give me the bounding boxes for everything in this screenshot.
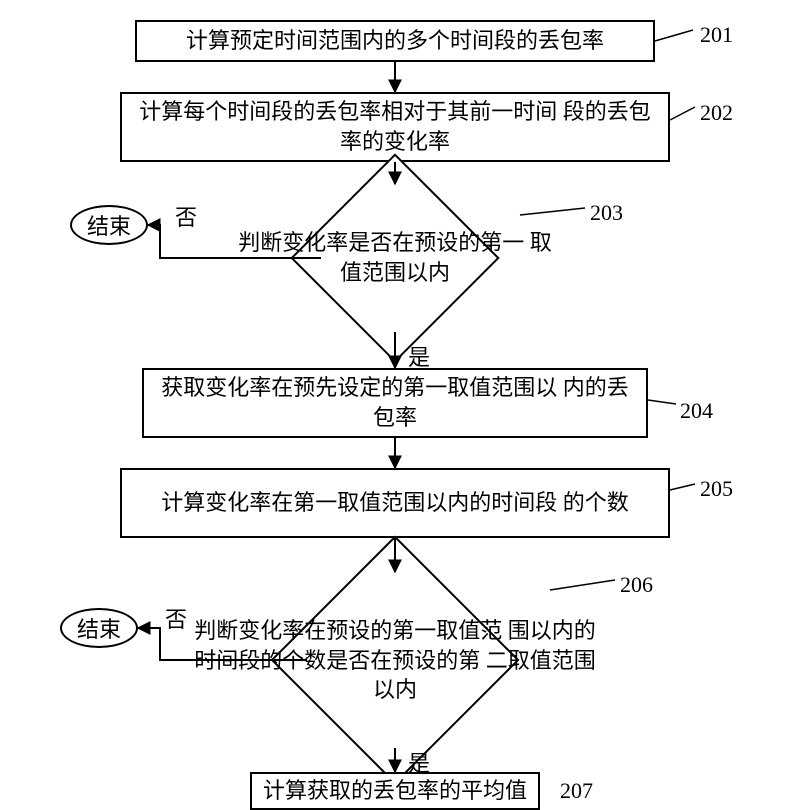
step-number-204: 204 — [680, 398, 713, 424]
edge-label-206-yes: 是 — [408, 746, 430, 778]
node-207: 计算获取的丢包率的平均值 — [250, 772, 540, 810]
flowchart-canvas: 计算预定时间范围内的多个时间段的丢包率 计算每个时间段的丢包率相对于其前一时间 … — [0, 0, 800, 795]
step-number-207: 207 — [560, 778, 593, 804]
node-204: 获取变化率在预先设定的第一取值范围以 内的丢包率 — [142, 368, 648, 438]
node-205-text: 计算变化率在第一取值范围以内的时间段 的个数 — [161, 488, 629, 518]
step-number-202: 202 — [700, 100, 733, 126]
terminator-end-1-text: 结束 — [87, 209, 131, 241]
node-202: 计算每个时间段的丢包率相对于其前一时间 段的丢包率的变化率 — [120, 92, 670, 162]
step-number-206: 206 — [620, 572, 653, 598]
step-number-201: 201 — [700, 22, 733, 48]
node-204-text: 获取变化率在预先设定的第一取值范围以 内的丢包率 — [152, 373, 638, 432]
terminator-end-2: 结束 — [60, 608, 138, 648]
node-207-text: 计算获取的丢包率的平均值 — [263, 776, 527, 806]
node-201-text: 计算预定时间范围内的多个时间段的丢包率 — [186, 26, 604, 56]
edge-label-203-no: 否 — [175, 200, 197, 232]
step-number-203: 203 — [590, 200, 623, 226]
terminator-end-1: 结束 — [70, 205, 148, 245]
node-206-shape — [271, 536, 520, 785]
terminator-end-2-text: 结束 — [77, 612, 121, 644]
step-number-205: 205 — [700, 476, 733, 502]
node-201: 计算预定时间范围内的多个时间段的丢包率 — [135, 20, 655, 62]
edge-label-206-no: 否 — [165, 602, 187, 634]
node-202-text: 计算每个时间段的丢包率相对于其前一时间 段的丢包率的变化率 — [130, 97, 660, 156]
node-205: 计算变化率在第一取值范围以内的时间段 的个数 — [120, 468, 670, 538]
edge-label-203-yes: 是 — [408, 340, 430, 372]
node-203-shape — [290, 153, 499, 362]
